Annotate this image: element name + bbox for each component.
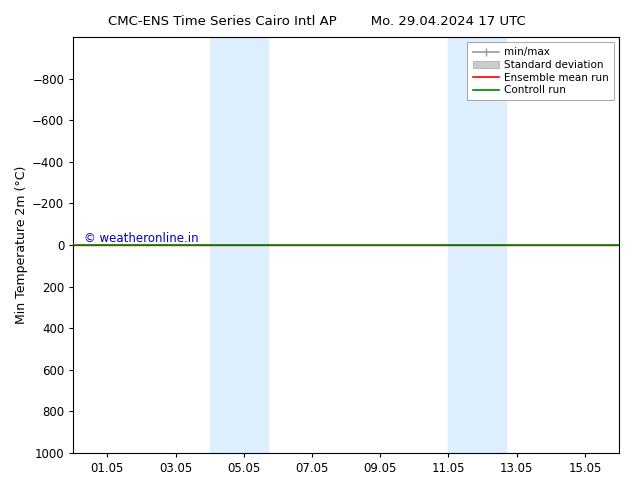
Bar xyxy=(210,37,268,453)
Text: CMC-ENS Time Series Cairo Intl AP        Mo. 29.04.2024 17 UTC: CMC-ENS Time Series Cairo Intl AP Mo. 29… xyxy=(108,15,526,28)
Text: © weatheronline.in: © weatheronline.in xyxy=(84,232,199,245)
Bar xyxy=(448,37,507,453)
Y-axis label: Min Temperature 2m (°C): Min Temperature 2m (°C) xyxy=(15,166,28,324)
Legend: min/max, Standard deviation, Ensemble mean run, Controll run: min/max, Standard deviation, Ensemble me… xyxy=(467,42,614,100)
